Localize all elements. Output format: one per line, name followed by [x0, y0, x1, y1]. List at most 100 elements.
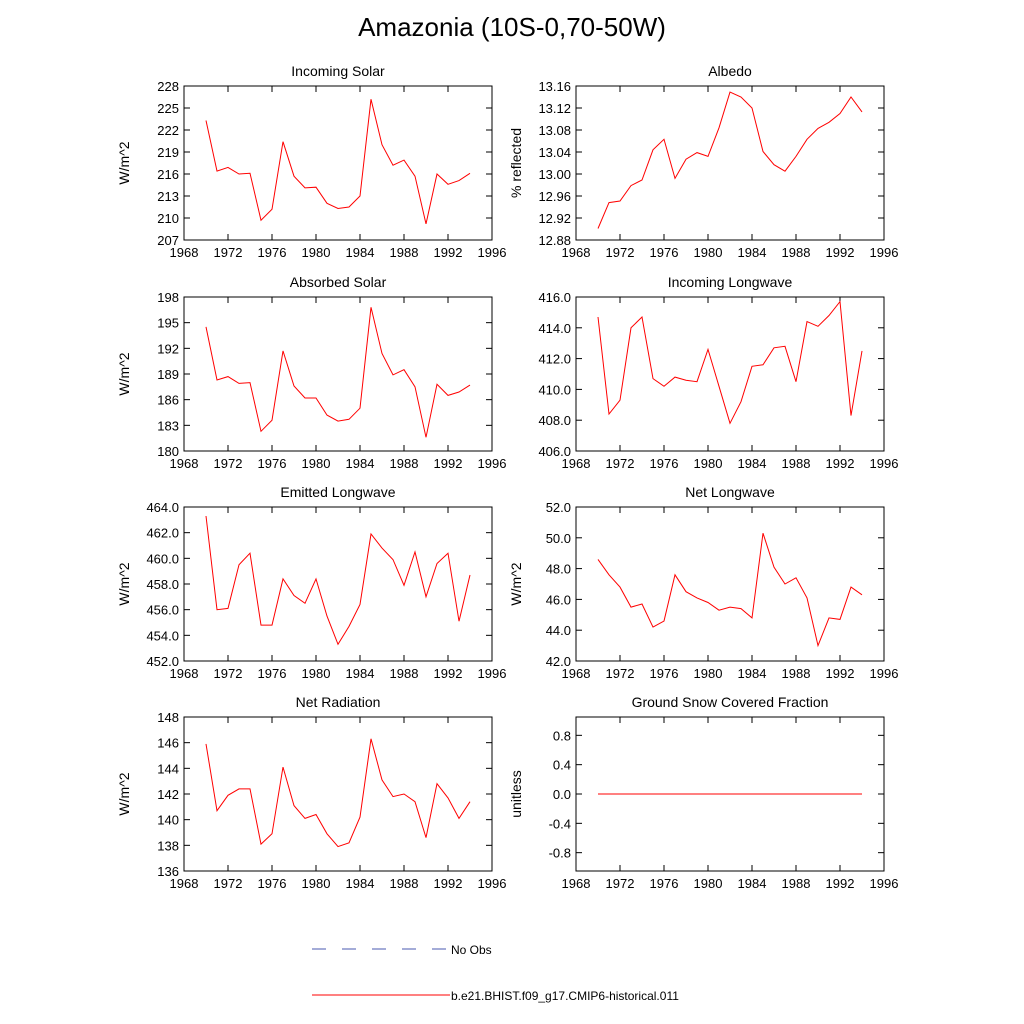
panel-1-ylabel: W/m^2 — [116, 141, 132, 184]
panel-1-ytick-label: 210 — [157, 211, 179, 226]
panel-6-ytick-label: 52.0 — [546, 500, 571, 515]
panel-3-ytick-label: 189 — [157, 367, 179, 382]
panel-3-xtick-label: 1976 — [258, 456, 287, 471]
panel-3-series-line — [205, 307, 471, 438]
panel-5-ytick-label: 458.0 — [146, 577, 179, 592]
legend-no-obs-label: No Obs — [451, 943, 492, 957]
panel-6-xtick-label: 1984 — [738, 666, 767, 681]
panel-6-ytick-label: 44.0 — [546, 623, 571, 638]
panel-8-ylabel: unitless — [508, 770, 524, 817]
panel-8-xtick-label: 1984 — [738, 876, 767, 891]
panel-1-xtick-label: 1992 — [434, 245, 463, 260]
panel-2-ytick-label: 13.12 — [538, 101, 571, 116]
panel-6-ytick-label: 42.0 — [546, 654, 571, 669]
panel-8-ytick-label: 0.0 — [553, 787, 571, 802]
panel-5-ytick-label: 454.0 — [146, 628, 179, 643]
panel-6-series-line — [597, 533, 863, 648]
panel-2-xtick-label: 1988 — [782, 245, 811, 260]
panel-4-xtick-label: 1996 — [870, 456, 899, 471]
panel-8-ytick-label: -0.8 — [549, 846, 571, 861]
panel-5-ytick-label: 452.0 — [146, 654, 179, 669]
panel-7-ytick-label: 146 — [157, 736, 179, 751]
panel-4-ytick-label: 412.0 — [538, 352, 571, 367]
panel-7-xtick-label: 1996 — [478, 876, 507, 891]
panel-1-xtick-label: 1976 — [258, 245, 287, 260]
panel-6-xtick-label: 1972 — [606, 666, 635, 681]
panel-1-series-line — [205, 99, 471, 225]
panel-3-xtick-label: 1996 — [478, 456, 507, 471]
panel-5-ylabel: W/m^2 — [116, 562, 132, 605]
panel-5-series-line — [205, 515, 471, 646]
panel-7-ytick-label: 142 — [157, 787, 179, 802]
panel-6-ytick-label: 48.0 — [546, 562, 571, 577]
panel-8-title: Ground Snow Covered Fraction — [632, 694, 829, 710]
panel-6-ytick-label: 50.0 — [546, 531, 571, 546]
panel-3-ytick-label: 180 — [157, 444, 179, 459]
panel-8-ytick-label: -0.4 — [549, 816, 571, 831]
panel-6-xtick-label: 1992 — [826, 666, 855, 681]
panel-4-ytick-label: 410.0 — [538, 382, 571, 397]
panel-6-ytick-label: 46.0 — [546, 592, 571, 607]
panel-1-xtick-label: 1980 — [302, 245, 331, 260]
panel-3-xtick-label: 1980 — [302, 456, 331, 471]
panel-2-xtick-label: 1996 — [870, 245, 899, 260]
panel-4-ytick-label: 414.0 — [538, 321, 571, 336]
panel-3-xtick-label: 1992 — [434, 456, 463, 471]
panel-4-frame — [575, 296, 885, 452]
panel-6-xtick-label: 1996 — [870, 666, 899, 681]
panel-3-frame — [183, 296, 493, 452]
panel-4-series-line — [597, 300, 863, 425]
panel-3-ytick-label: 183 — [157, 418, 179, 433]
panel-5-title: Emitted Longwave — [280, 484, 395, 500]
panel-5-xtick-label: 1988 — [390, 666, 419, 681]
panel-1-title: Incoming Solar — [291, 63, 385, 79]
panel-5-xtick-label: 1996 — [478, 666, 507, 681]
panel-2-xtick-label: 1972 — [606, 245, 635, 260]
panel-5-ytick-label: 456.0 — [146, 603, 179, 618]
panel-7-ytick-label: 136 — [157, 864, 179, 879]
panel-4-title: Incoming Longwave — [668, 274, 793, 290]
panel-3-ytick-label: 186 — [157, 393, 179, 408]
panel-7-ytick-label: 138 — [157, 838, 179, 853]
panel-5-ytick-label: 462.0 — [146, 526, 179, 541]
panel-2-series-line — [597, 91, 863, 229]
panel-8-xtick-label: 1980 — [694, 876, 723, 891]
panel-5-ytick-label: 460.0 — [146, 551, 179, 566]
panel-4-xtick-label: 1992 — [826, 456, 855, 471]
panel-4-xtick-label: 1988 — [782, 456, 811, 471]
panel-1-ytick-label: 207 — [157, 233, 179, 248]
panel-7-ytick-label: 144 — [157, 761, 179, 776]
panel-8-xtick-label: 1992 — [826, 876, 855, 891]
panel-6-xtick-label: 1980 — [694, 666, 723, 681]
panel-2-title: Albedo — [708, 63, 752, 79]
panel-7-series-line — [205, 738, 471, 848]
panel-2-frame — [575, 85, 885, 241]
panel-1-frame — [183, 85, 493, 241]
panel-5-xtick-label: 1968 — [170, 666, 199, 681]
panel-2-ytick-label: 12.88 — [538, 233, 571, 248]
panel-7-title: Net Radiation — [296, 694, 381, 710]
panel-7-xtick-label: 1976 — [258, 876, 287, 891]
panel-4-xtick-label: 1984 — [738, 456, 767, 471]
panel-1-xtick-label: 1996 — [478, 245, 507, 260]
panel-8-ytick-label: 0.8 — [553, 728, 571, 743]
panel-5-xtick-label: 1972 — [214, 666, 243, 681]
panel-1-ytick-label: 222 — [157, 123, 179, 138]
panel-5-xtick-label: 1980 — [302, 666, 331, 681]
panel-8-xtick-label: 1996 — [870, 876, 899, 891]
panel-1-xtick-label: 1968 — [170, 245, 199, 260]
panel-1-xtick-label: 1988 — [390, 245, 419, 260]
panel-7-xtick-label: 1968 — [170, 876, 199, 891]
panel-4-ytick-label: 416.0 — [538, 290, 571, 305]
panel-2-xtick-label: 1992 — [826, 245, 855, 260]
panel-5-xtick-label: 1984 — [346, 666, 375, 681]
panel-6-frame — [575, 506, 885, 662]
panel-3-ytick-label: 192 — [157, 341, 179, 356]
panel-7-ytick-label: 140 — [157, 813, 179, 828]
panel-5-xtick-label: 1992 — [434, 666, 463, 681]
panel-7-ylabel: W/m^2 — [116, 772, 132, 815]
panel-2-xtick-label: 1968 — [562, 245, 591, 260]
panel-6-xtick-label: 1968 — [562, 666, 591, 681]
panel-3-ytick-label: 198 — [157, 290, 179, 305]
